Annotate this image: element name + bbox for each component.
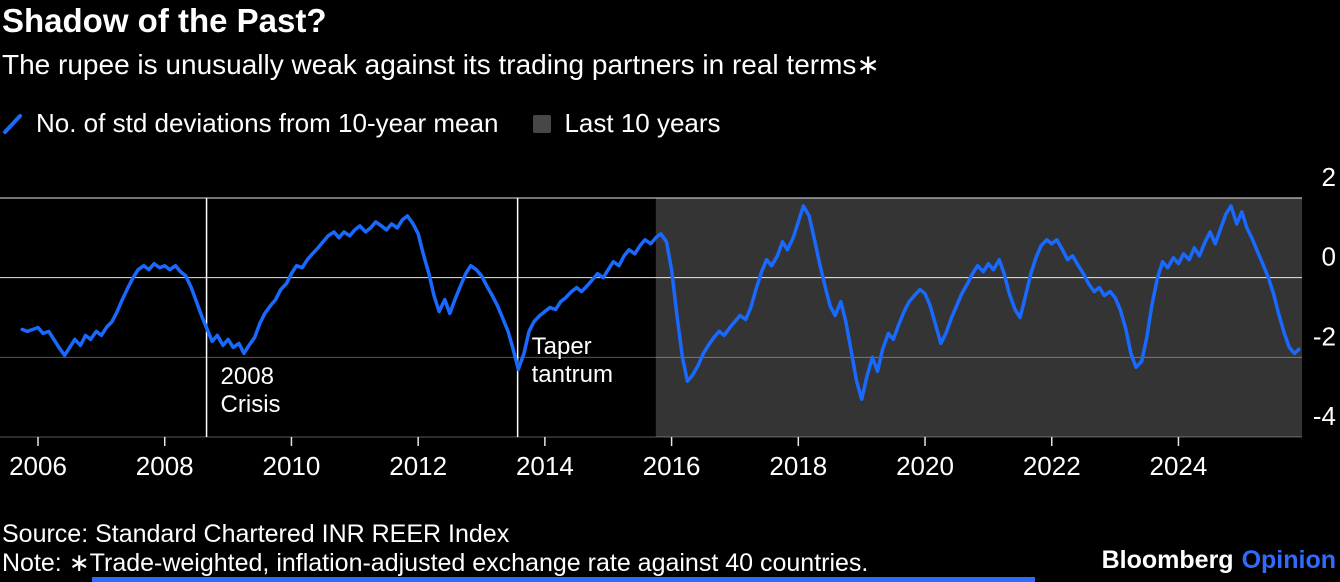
page-subtitle: The rupee is unusually weak against its …	[2, 49, 880, 80]
brand-edition: Opinion	[1241, 546, 1336, 574]
chart-legend: No. of std deviations from 10-year mean …	[2, 108, 721, 139]
x-axis-tick-label: 2012	[389, 451, 447, 481]
x-axis-tick-label: 2006	[9, 451, 67, 481]
series-line	[20, 204, 1301, 401]
page-title: Shadow of the Past?	[2, 2, 327, 39]
x-axis-tick-label: 2024	[1150, 451, 1208, 481]
x-axis-tick-label: 2010	[263, 451, 321, 481]
brand-logo: Bloomberg Opinion	[1102, 546, 1336, 575]
y-axis-tick-label: -4	[1313, 401, 1336, 431]
x-axis-tick-label: 2020	[896, 451, 954, 481]
box-sample-fill	[533, 114, 552, 133]
shaded-region-last-10-years	[655, 198, 1302, 437]
y-axis-tick-label: -2	[1313, 321, 1336, 351]
legend-item-shaded: Last 10 years	[532, 108, 721, 139]
box-icon	[533, 114, 552, 133]
note-text: Note: ∗Trade-weighted, inflation-adjuste…	[2, 549, 869, 577]
line-slash-icon	[3, 113, 22, 134]
line-sample-stroke	[3, 113, 22, 134]
bottom-accent-bar	[92, 577, 1035, 582]
legend-label-shaded: Last 10 years	[564, 108, 721, 138]
x-axis-tick-label: 2022	[1023, 451, 1081, 481]
x-axis-tick-label: 2016	[643, 451, 701, 481]
source-text: Source: Standard Chartered INR REER Inde…	[2, 520, 510, 548]
y-axis-tick-label: 2	[1322, 162, 1336, 192]
event-annotation: 2008 Crisis	[221, 363, 281, 418]
x-axis-tick-label: 2014	[516, 451, 574, 481]
brand-name: Bloomberg	[1101, 546, 1234, 574]
legend-label-series: No. of std deviations from 10-year mean	[36, 108, 499, 138]
x-axis-tick-label: 2018	[769, 451, 827, 481]
y-axis-tick-label: 0	[1322, 242, 1336, 272]
x-axis-tick-label: 2008	[136, 451, 194, 481]
event-annotation: Taper tantrum	[532, 333, 613, 388]
legend-item-series: No. of std deviations from 10-year mean	[2, 108, 498, 139]
